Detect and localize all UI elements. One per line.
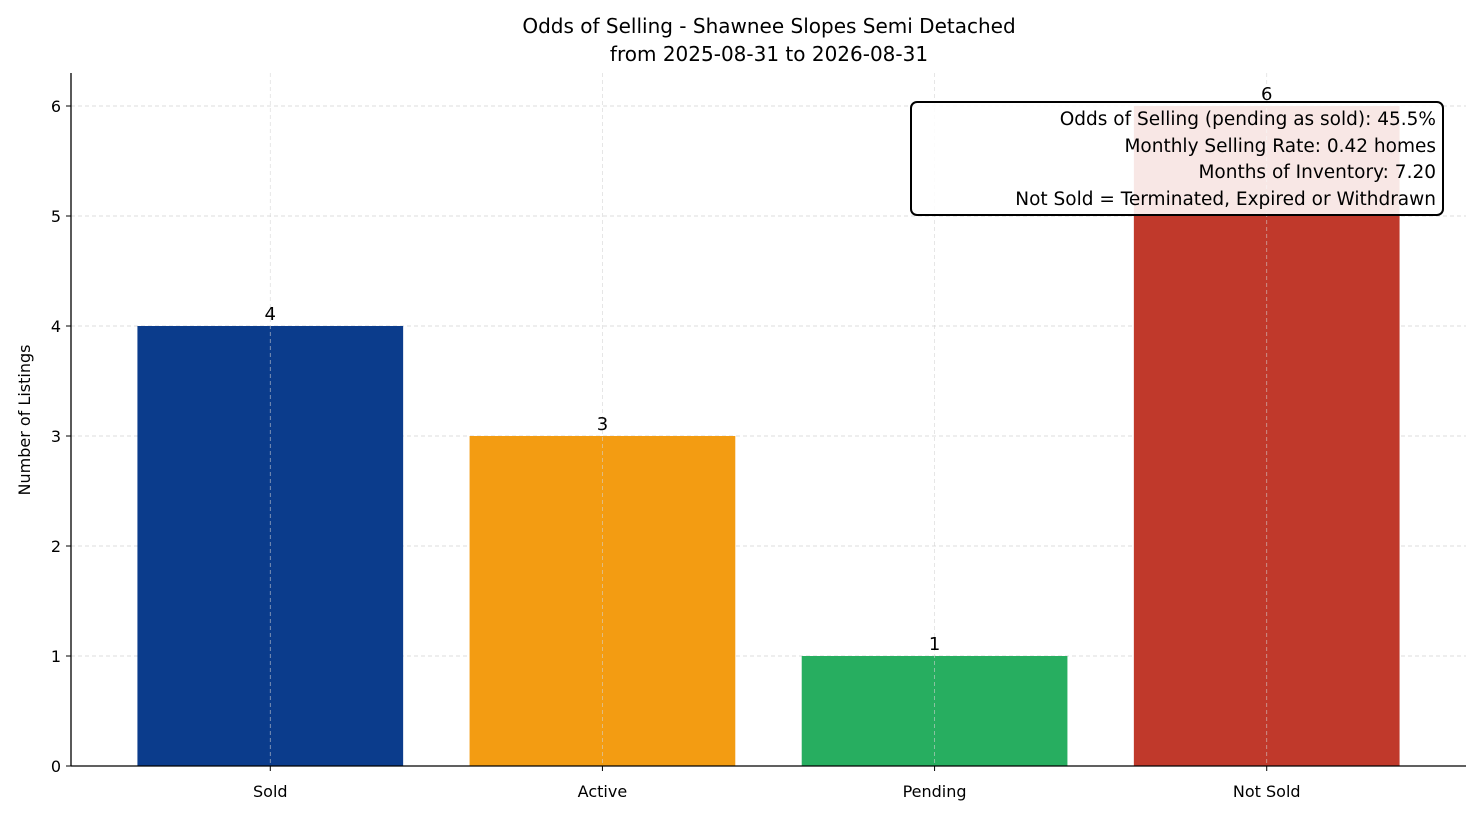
x-tick-label: Sold xyxy=(253,782,288,801)
y-tick-label: 3 xyxy=(51,427,61,446)
not-sold-definition-text: Not Sold = Terminated, Expired or Withdr… xyxy=(1015,188,1436,210)
y-ticks: 0 1 2 3 4 5 6 xyxy=(51,97,71,776)
data-labels: 4 3 1 6 xyxy=(265,84,1273,655)
months-of-inventory-text: Months of Inventory: 7.20 xyxy=(1198,162,1436,184)
y-axis-label: Number of Listings xyxy=(15,345,34,496)
y-tick-label: 6 xyxy=(51,97,61,116)
y-tick-label: 5 xyxy=(51,207,61,226)
x-tick-label: Active xyxy=(578,782,628,801)
axes xyxy=(70,73,1466,767)
y-tick-label: 0 xyxy=(51,757,61,776)
x-ticks: Sold Active Pending Not Sold xyxy=(253,766,1301,801)
bar-value-label: 3 xyxy=(597,414,608,435)
stats-annotation-box: Odds of Selling (pending as sold): 45.5%… xyxy=(910,101,1444,216)
monthly-selling-rate-text: Monthly Selling Rate: 0.42 homes xyxy=(1124,135,1436,157)
odds-of-selling-text: Odds of Selling (pending as sold): 45.5% xyxy=(1059,109,1436,130)
x-tick-label: Not Sold xyxy=(1233,782,1301,801)
chart-subtitle: from 2025-08-31 to 2026-08-31 xyxy=(610,42,928,66)
y-tick-label: 1 xyxy=(51,647,61,666)
y-tick-label: 2 xyxy=(51,537,61,556)
chart-title: Odds of Selling - Shawnee Slopes Semi De… xyxy=(522,14,1015,38)
bar-value-label: 4 xyxy=(265,304,276,325)
y-tick-label: 4 xyxy=(51,317,61,336)
x-tick-label: Pending xyxy=(903,782,967,801)
bar-value-label: 6 xyxy=(1261,84,1272,105)
bar-value-label: 1 xyxy=(929,634,940,655)
